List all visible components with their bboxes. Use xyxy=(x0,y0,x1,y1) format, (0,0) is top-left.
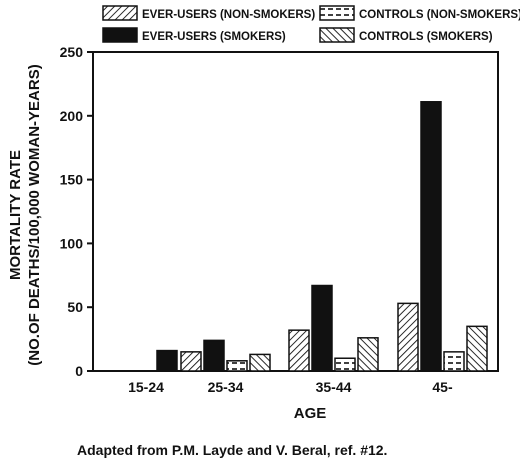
x-tick-label: 35-44 xyxy=(316,379,352,395)
source-caption: Adapted from P.M. Layde and V. Beral, re… xyxy=(77,442,387,458)
bar xyxy=(203,339,225,372)
plot-area: 0 50 100 150 200 250 15-24 25-34 35-44 45- xyxy=(60,44,499,395)
bar xyxy=(357,337,379,372)
bar xyxy=(156,349,178,372)
y-axis-label-line2: (NO.OF DEATHS/100,000 WOMAN-YEARS) xyxy=(26,64,43,365)
legend-swatch xyxy=(319,5,355,21)
bar xyxy=(443,351,465,372)
bar xyxy=(334,357,356,372)
bar xyxy=(249,353,271,372)
y-tick-label: 150 xyxy=(60,172,84,188)
x-tick-label: 25-34 xyxy=(208,379,244,395)
y-tick-label: 100 xyxy=(60,235,84,251)
legend-label: CONTROLS (NON-SMOKERS) xyxy=(359,9,520,21)
y-tick-label: 250 xyxy=(60,44,84,60)
legend-label: EVER-USERS (SMOKERS) xyxy=(142,31,286,43)
legend-swatch xyxy=(319,27,355,43)
y-tick-label: 200 xyxy=(60,108,84,124)
y-tick-label: 0 xyxy=(75,363,83,379)
legend-swatch xyxy=(102,5,138,21)
bar xyxy=(420,101,442,372)
x-tick-label: 15-24 xyxy=(128,379,164,395)
legend-swatch xyxy=(102,27,138,43)
legend: EVER-USERS (NON-SMOKERS) EVER-USERS (SMOK… xyxy=(102,5,520,43)
y-axis-label-line1: MORTALITY RATE xyxy=(7,150,24,280)
legend-label: EVER-USERS (NON-SMOKERS) xyxy=(142,9,315,21)
bar xyxy=(288,329,310,372)
bar xyxy=(226,360,248,372)
bar xyxy=(180,351,202,372)
x-axis-label: AGE xyxy=(294,405,327,422)
bar xyxy=(311,284,333,372)
bar xyxy=(397,302,419,372)
y-tick-label: 50 xyxy=(67,299,83,315)
bar xyxy=(466,325,488,372)
x-tick-label: 45- xyxy=(432,379,453,395)
legend-label: CONTROLS (SMOKERS) xyxy=(359,31,493,43)
